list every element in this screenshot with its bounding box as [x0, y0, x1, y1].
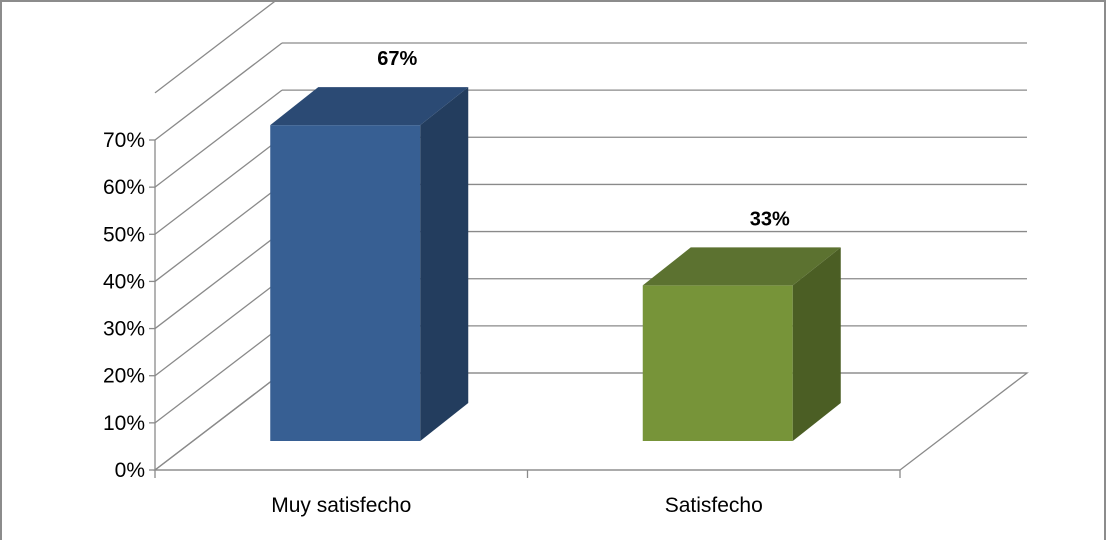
gridline-diagonal [155, 43, 282, 140]
data-label: 33% [750, 208, 790, 230]
x-category-label: Satisfecho [665, 494, 763, 517]
gridline-diagonal [155, 279, 282, 376]
chart-bars [270, 87, 841, 441]
y-tick-label: 20% [103, 365, 145, 388]
y-tick-label: 10% [103, 412, 145, 435]
bar [643, 247, 841, 441]
gridline-diagonal [155, 326, 282, 423]
y-tick-label: 50% [103, 223, 145, 246]
gridline-diagonal [155, 90, 282, 187]
data-label: 67% [377, 48, 417, 70]
gridline-diagonal [155, 137, 282, 234]
bar-front [643, 285, 793, 441]
bar-front [270, 125, 420, 441]
gridline-diagonal [155, 0, 282, 93]
y-tick-label: 0% [115, 459, 145, 482]
y-tick-label: 70% [103, 129, 145, 152]
gridline-diagonal [155, 184, 282, 281]
y-tick-label: 40% [103, 270, 145, 293]
gridline-diagonal [155, 232, 282, 329]
bar-side [420, 87, 468, 441]
x-category-label: Muy satisfecho [271, 494, 411, 517]
y-tick-label: 30% [103, 318, 145, 341]
y-tick-label: 60% [103, 176, 145, 199]
bar [270, 87, 468, 441]
